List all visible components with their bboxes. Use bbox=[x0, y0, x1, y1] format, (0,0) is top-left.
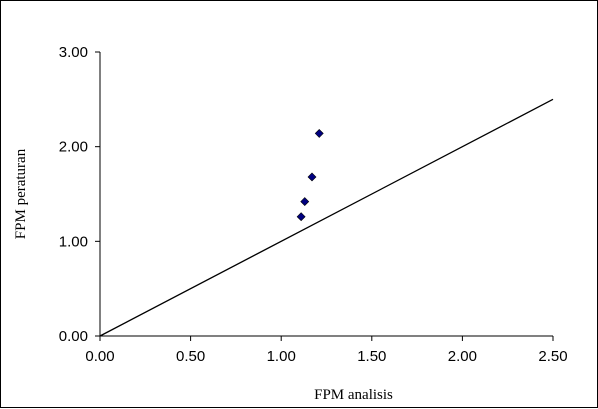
x-tick-label: 0.50 bbox=[176, 348, 205, 365]
y-axis-ticks: 0.00 1.00 2.00 3.00 bbox=[59, 44, 100, 345]
x-tick-label: 2.00 bbox=[448, 348, 477, 365]
y-tick-label: 3.00 bbox=[59, 44, 88, 61]
x-tick-label: 2.50 bbox=[538, 348, 567, 365]
x-tick-label: 1.50 bbox=[357, 348, 386, 365]
data-points bbox=[296, 128, 324, 222]
x-axis-title: FPM analisis bbox=[314, 387, 393, 403]
y-axis-title: FPM peraturan bbox=[13, 148, 29, 239]
y-tick-label: 1.00 bbox=[59, 233, 88, 250]
scatter-point bbox=[300, 197, 310, 206]
y-tick-label: 0.00 bbox=[59, 328, 88, 345]
scatter-point bbox=[307, 172, 317, 182]
scatter-point bbox=[314, 128, 324, 138]
x-tick-label: 0.00 bbox=[85, 348, 114, 365]
scatter-point bbox=[296, 212, 306, 222]
x-axis-ticks: 0.00 0.50 1.00 1.50 2.00 2.50 bbox=[85, 336, 568, 365]
reference-line bbox=[99, 98, 554, 337]
x-tick-label: 1.00 bbox=[267, 348, 296, 365]
y-tick-label: 2.00 bbox=[59, 139, 88, 156]
